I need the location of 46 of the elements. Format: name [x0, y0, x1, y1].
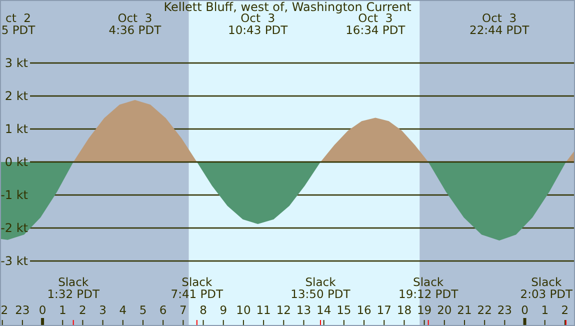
x-tick-label: 23 [15, 303, 30, 317]
y-tick-label: -1 kt [0, 188, 28, 202]
x-tick-label: 15 [336, 303, 352, 317]
annotation: Oct 3 22:44 PDT [470, 11, 530, 37]
y-tick-label: -3 kt [0, 254, 28, 268]
x-tick-label: 6 [159, 303, 167, 317]
x-tick-label: 19 [416, 303, 432, 317]
x-tick-label: 17 [376, 303, 392, 317]
x-tick-label: 20 [437, 303, 452, 317]
x-tick-label: 1 [541, 303, 549, 317]
y-tick-label: 2 kt [4, 89, 28, 104]
annotation: Slack 13:50 PDT [290, 275, 352, 301]
x-tick-label: 18 [396, 303, 412, 317]
annotation: Oct 3 16:34 PDT [346, 11, 406, 37]
x-tick-label: 13 [296, 303, 312, 317]
chart-title: Kellett Bluff, west of, Washington Current [164, 0, 412, 14]
y-tick-label: 3 kt [4, 56, 28, 70]
x-tick-label: 4 [119, 303, 127, 317]
x-tick-label: 9 [220, 303, 228, 317]
x-tick-label: 16 [356, 303, 372, 317]
annotation: Oct 3 10:43 PDT [228, 11, 289, 37]
x-tick-label: 12 [276, 303, 291, 317]
x-tick-label: 0 [38, 303, 46, 317]
x-tick-label: 14 [316, 303, 332, 317]
x-tick-label: 3 [99, 303, 106, 317]
x-tick-label: 5 [139, 303, 147, 317]
annotation: Slack 1:32 PDT [47, 275, 100, 301]
x-tick-label: 22 [477, 303, 492, 317]
y-tick-label: 1 kt [4, 122, 28, 136]
x-tick-label: 2 [79, 303, 86, 317]
annotation: Slack 7:41 PDT [170, 275, 224, 301]
x-tick-label: 2 [561, 303, 569, 317]
annotation: Oct 3 4:36 PDT [108, 11, 162, 37]
x-tick-label: 11 [256, 303, 271, 317]
y-tick-label: -2 kt [0, 221, 28, 236]
x-tick-label: 10 [236, 303, 251, 317]
x-tick-label: 21 [457, 303, 472, 317]
x-tick-label: 23 [497, 303, 512, 317]
annotation: Slack 2:03 PDT [520, 275, 574, 301]
x-tick-label: 2 [0, 303, 8, 317]
x-tick-label: 0 [521, 303, 528, 317]
x-tick-label: 1 [58, 303, 66, 317]
annotation: ct 2 5 PDT [1, 11, 36, 37]
x-tick-label: 8 [200, 303, 207, 317]
x-tick-label: 7 [180, 303, 187, 317]
annotation: Slack 19:12 PDT [398, 275, 460, 301]
